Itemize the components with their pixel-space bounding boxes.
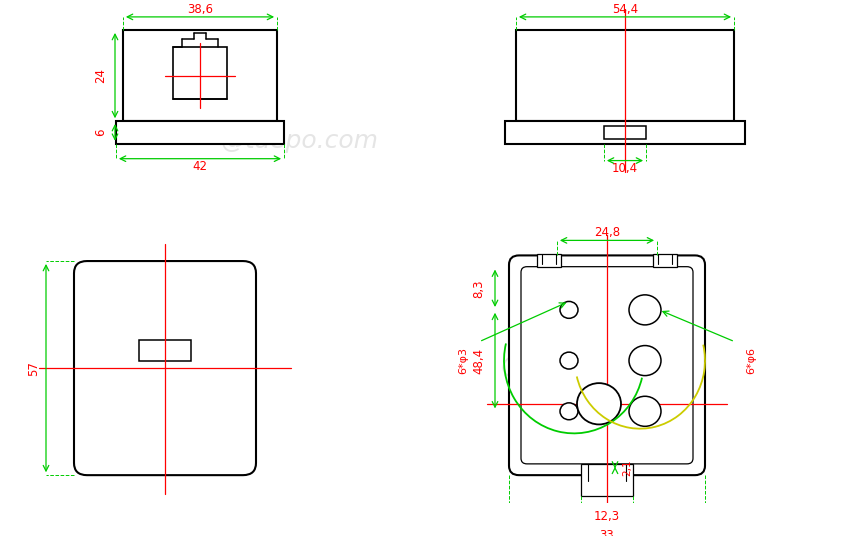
Bar [537, 254, 561, 267]
Circle shape [560, 301, 578, 318]
Text: 57: 57 [28, 361, 40, 376]
Text: 8,3: 8,3 [473, 279, 485, 297]
Bar [581, 464, 633, 496]
Text: 38,6: 38,6 [187, 3, 213, 16]
Text: 24: 24 [94, 68, 108, 83]
Text: 12,3: 12,3 [594, 510, 620, 523]
FancyBboxPatch shape [74, 261, 256, 475]
FancyBboxPatch shape [509, 256, 705, 475]
Text: 24,8: 24,8 [594, 226, 620, 240]
Text: 10,4: 10,4 [612, 161, 638, 175]
Text: 6*φ6: 6*φ6 [746, 347, 756, 374]
Bar [505, 121, 745, 144]
Bar [139, 340, 191, 361]
Circle shape [629, 295, 661, 325]
FancyBboxPatch shape [521, 267, 693, 464]
Bar [653, 254, 677, 267]
Text: 33: 33 [600, 528, 615, 536]
Text: 6*φ3: 6*φ3 [458, 347, 468, 374]
Text: 6: 6 [94, 129, 108, 136]
Circle shape [629, 396, 661, 426]
Circle shape [560, 352, 578, 369]
Text: 2,1: 2,1 [622, 459, 632, 476]
Text: 54,4: 54,4 [612, 3, 638, 16]
Bar [173, 47, 227, 99]
Bar [516, 30, 734, 121]
Text: 48,4: 48,4 [473, 347, 485, 374]
Text: @taepo.com: @taepo.com [221, 129, 379, 153]
Bar [123, 30, 277, 121]
Circle shape [629, 346, 661, 376]
Circle shape [577, 383, 621, 425]
Circle shape [560, 403, 578, 420]
Text: @taepo.com: @taepo.com [501, 354, 659, 378]
Bar [116, 121, 284, 144]
Bar [604, 126, 646, 139]
Text: 42: 42 [193, 160, 208, 173]
